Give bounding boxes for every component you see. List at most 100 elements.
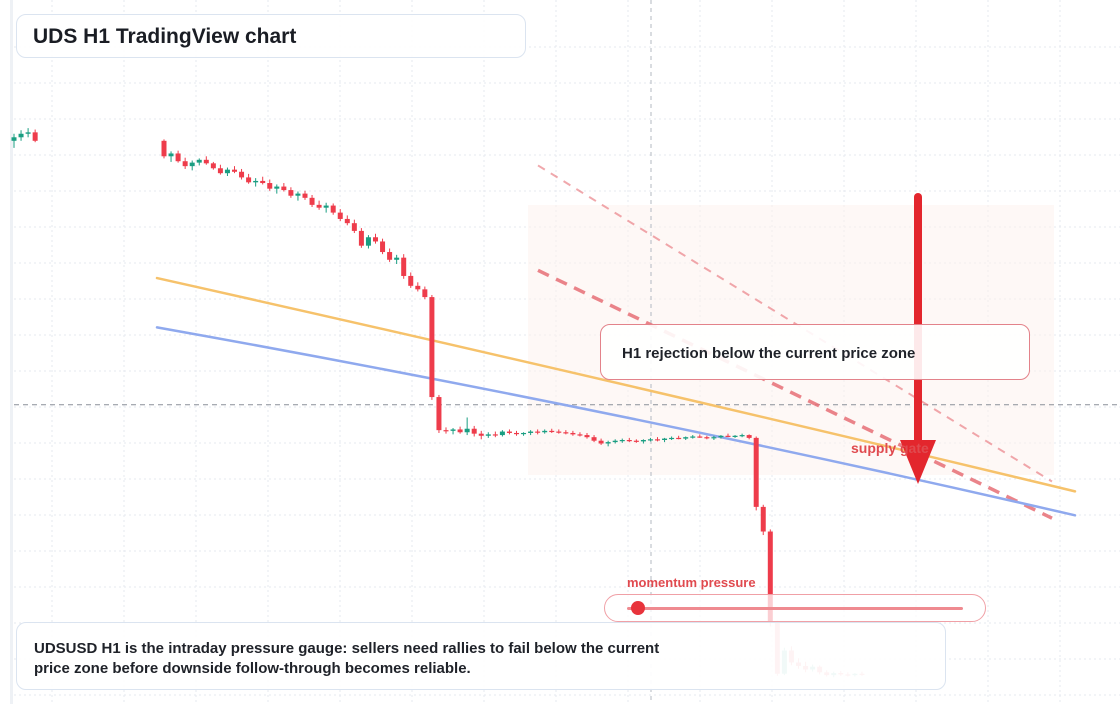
candle (563, 430, 569, 435)
moving-averages (155, 276, 1077, 517)
candle-body (436, 397, 442, 431)
candle (182, 157, 188, 169)
candle-body (478, 433, 484, 436)
candle (224, 167, 230, 176)
candle-body (32, 132, 38, 141)
trend-guide-2 (537, 268, 1053, 520)
candle (232, 166, 237, 174)
candle (281, 183, 287, 192)
candle-body (711, 437, 717, 439)
candle-body (246, 177, 252, 183)
candle-body (217, 168, 223, 174)
candle (274, 184, 280, 194)
candles (11, 128, 865, 678)
candle-body (605, 442, 611, 444)
candle-body (309, 197, 315, 205)
candle-body (232, 169, 237, 172)
candle-body (506, 431, 512, 433)
candle (570, 430, 576, 436)
candle-body (584, 435, 590, 438)
candle (612, 439, 618, 444)
candle (528, 430, 534, 436)
candle (189, 160, 195, 171)
candle (753, 436, 759, 511)
candle-body (640, 440, 646, 442)
candle-body (351, 223, 357, 231)
candle-body (295, 193, 301, 196)
candle (429, 294, 435, 400)
candle-body (619, 440, 625, 442)
candle-body (577, 434, 583, 436)
candle (443, 427, 449, 434)
candle-body (492, 434, 498, 436)
note-text: UDSUSD H1 is the intraday pressure gauge… (34, 640, 660, 677)
candle (549, 428, 555, 433)
candle-body (549, 430, 555, 433)
candle (373, 233, 378, 244)
candle-body (365, 237, 371, 246)
candle-body (358, 230, 364, 246)
candle-body (535, 431, 541, 433)
candle (697, 434, 703, 438)
candle (217, 164, 223, 175)
candle-body (175, 153, 181, 162)
candle-body (612, 440, 618, 443)
candle (450, 428, 456, 435)
candle-body (408, 275, 414, 286)
candle-body (443, 430, 449, 432)
candle-body (725, 435, 731, 437)
candle-body (203, 159, 209, 164)
candle-body (182, 161, 188, 167)
candle (344, 215, 350, 226)
candle-body (739, 435, 745, 437)
candle (535, 429, 541, 435)
momentum-gauge[interactable] (604, 594, 986, 622)
candle-body (288, 190, 294, 196)
candle (210, 161, 216, 170)
candle (18, 130, 24, 141)
candle-body (323, 205, 329, 208)
candle (295, 191, 301, 201)
candle-body (528, 431, 534, 433)
candle (506, 429, 512, 435)
candle-body (18, 133, 24, 138)
candle-body (485, 434, 491, 436)
candle-body (224, 169, 230, 174)
candle-body (655, 439, 660, 441)
candle (605, 440, 611, 447)
candle (365, 235, 371, 249)
candle (267, 179, 273, 191)
rejection-callout: H1 rejection below the current price zon… (600, 324, 1030, 380)
candle (619, 438, 625, 443)
candle (394, 254, 400, 264)
gauge-knob[interactable] (630, 601, 645, 615)
candle-body (464, 428, 470, 433)
candle (485, 432, 491, 438)
left-scale-strip (10, 0, 13, 704)
trend-guide-1 (537, 164, 1053, 483)
candle (542, 429, 548, 434)
candle-body (25, 132, 31, 134)
candle (464, 417, 470, 436)
candle (746, 434, 752, 440)
trend-guides (537, 164, 1053, 520)
candle (260, 176, 266, 185)
candle (676, 435, 682, 440)
candle-body (380, 241, 386, 253)
candle (161, 139, 167, 159)
candle-body (690, 436, 696, 438)
candle-body (415, 285, 421, 290)
candle (478, 430, 484, 440)
candle (598, 438, 604, 445)
candle-body (626, 440, 632, 442)
title-card: UDS H1 TradingView chart (16, 14, 526, 58)
candle-body (210, 163, 216, 169)
candle-body (521, 432, 527, 435)
candle-body (274, 186, 280, 189)
candle-body (189, 162, 195, 167)
candle (351, 219, 357, 234)
candle-body (401, 257, 407, 276)
candle (175, 150, 181, 163)
candle (718, 435, 724, 439)
candle-body (704, 437, 710, 439)
